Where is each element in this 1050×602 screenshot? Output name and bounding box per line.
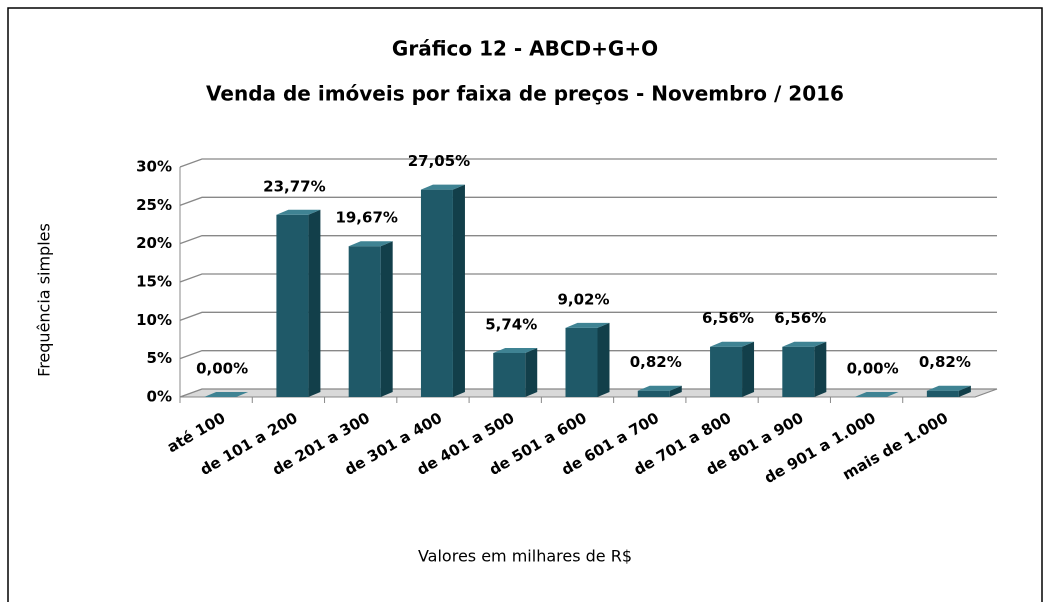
bar-side bbox=[958, 385, 971, 397]
bar-top bbox=[710, 341, 755, 347]
value-label: 9,02% bbox=[557, 290, 609, 308]
bar bbox=[637, 385, 682, 397]
bar-top bbox=[204, 392, 249, 397]
bar bbox=[782, 341, 827, 397]
value-label: 5,74% bbox=[485, 315, 537, 333]
x-axis-title: Valores em milhares de R$ bbox=[418, 547, 632, 566]
value-label: 6,56% bbox=[774, 309, 826, 327]
bar-front bbox=[493, 352, 526, 397]
bar-front bbox=[420, 189, 453, 397]
bar-top bbox=[565, 322, 610, 328]
y-tick-label: 25% bbox=[136, 196, 172, 214]
bar-side bbox=[742, 341, 755, 397]
bar-top bbox=[276, 209, 321, 215]
x-tick-label: até 100 bbox=[164, 409, 228, 457]
value-label: 0,82% bbox=[630, 353, 682, 371]
bar bbox=[926, 385, 971, 397]
y-tick-label: 5% bbox=[147, 349, 172, 367]
bar-front bbox=[276, 214, 309, 397]
value-label: 6,56% bbox=[702, 309, 754, 327]
value-label: 0,00% bbox=[196, 360, 248, 378]
y-tick-label: 15% bbox=[136, 273, 172, 291]
bar bbox=[854, 392, 899, 397]
chart-title: Gráfico 12 - ABCD+G+O bbox=[392, 37, 658, 61]
grid-line bbox=[179, 311, 997, 321]
bar-front bbox=[637, 390, 670, 397]
y-axis-title: Frequência simples bbox=[35, 223, 54, 377]
x-axis-line-right bbox=[974, 388, 998, 398]
bar-top bbox=[493, 347, 538, 353]
bar-top bbox=[348, 241, 393, 247]
bar-top bbox=[420, 184, 465, 190]
chart-subtitle: Venda de imóveis por faixa de preços - N… bbox=[206, 82, 844, 106]
grid-line bbox=[179, 158, 997, 168]
y-tick-label: 20% bbox=[136, 234, 172, 252]
y-tick-label: 0% bbox=[147, 388, 172, 406]
bar-front bbox=[710, 346, 743, 397]
y-tick-label: 10% bbox=[136, 311, 172, 329]
bar bbox=[420, 184, 465, 397]
value-label: 0,82% bbox=[919, 353, 971, 371]
bar-side bbox=[380, 241, 393, 397]
bar-side bbox=[597, 322, 610, 397]
bar-side bbox=[452, 184, 465, 397]
grid-line bbox=[179, 196, 997, 206]
bar-top bbox=[926, 385, 971, 391]
bar-side bbox=[525, 347, 538, 397]
bar-front bbox=[565, 327, 598, 397]
bar-side bbox=[669, 385, 682, 397]
grid-line bbox=[179, 235, 997, 245]
value-label: 0,00% bbox=[847, 360, 899, 378]
bar-front bbox=[348, 246, 381, 397]
value-label: 27,05% bbox=[408, 152, 470, 170]
bar-top bbox=[637, 385, 682, 391]
bar-front bbox=[926, 390, 959, 397]
bar-top bbox=[782, 341, 827, 347]
bar-top bbox=[854, 392, 899, 397]
bar bbox=[710, 341, 755, 397]
grid-line bbox=[179, 273, 997, 283]
bar bbox=[565, 322, 610, 397]
bar-front bbox=[782, 346, 815, 397]
bar bbox=[348, 241, 393, 397]
frame bbox=[7, 7, 1043, 602]
bar bbox=[276, 209, 321, 397]
bar bbox=[493, 347, 538, 397]
bar bbox=[204, 392, 249, 397]
bar-side bbox=[814, 341, 827, 397]
bar-side bbox=[308, 209, 321, 397]
value-label: 23,77% bbox=[263, 177, 325, 195]
value-label: 19,67% bbox=[335, 209, 397, 227]
y-tick-label: 30% bbox=[136, 158, 172, 176]
